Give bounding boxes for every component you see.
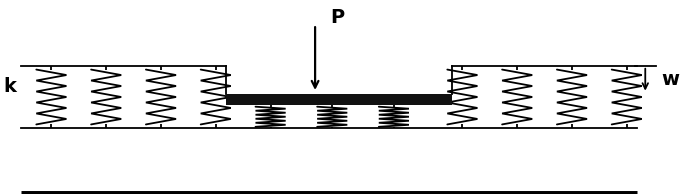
Bar: [226, 94, 452, 105]
Text: P: P: [330, 8, 345, 27]
Text: k: k: [3, 77, 16, 96]
Text: w: w: [661, 70, 679, 89]
